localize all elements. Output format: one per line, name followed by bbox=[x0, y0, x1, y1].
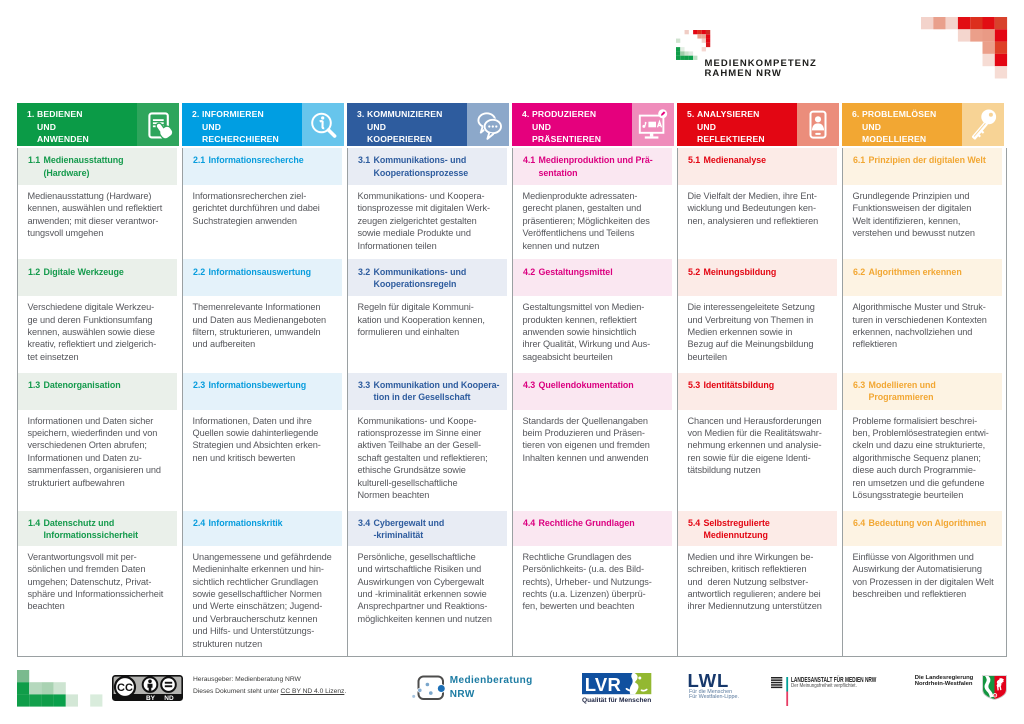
svg-text:LVR: LVR bbox=[584, 674, 620, 695]
svg-text:Qualität für Menschen: Qualität für Menschen bbox=[582, 697, 651, 704]
svg-text:CC: CC bbox=[117, 682, 133, 694]
svg-text:ND: ND bbox=[164, 695, 174, 701]
svg-text:BY: BY bbox=[146, 695, 156, 701]
